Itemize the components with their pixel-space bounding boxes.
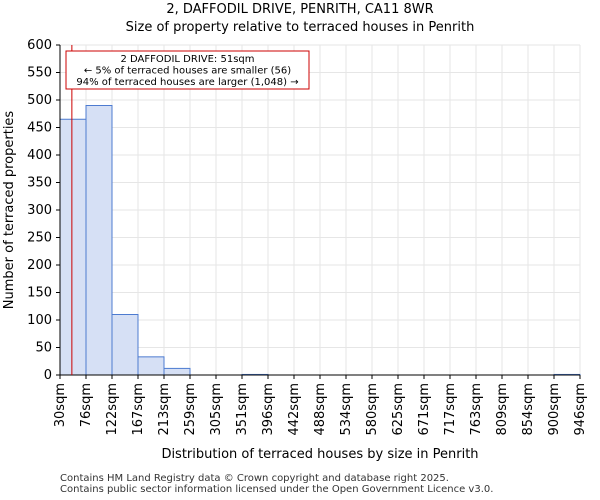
histogram-chart: 0 50 100 150 200 250 300 350 400 450 500 550 600 30sq… — [2, 38, 588, 462]
x-tick-label: 900sqm — [547, 383, 562, 436]
x-tick-label: 488sqm — [313, 383, 328, 436]
x-tick-label: 580sqm — [365, 383, 380, 436]
annotation-box — [65, 50, 310, 90]
x-tick-label: 625sqm — [391, 383, 406, 436]
x-tick-label: 809sqm — [495, 383, 510, 436]
x-tick-label: 213sqm — [157, 383, 172, 436]
y-tick-label: 250 — [27, 231, 52, 246]
y-tick-label: 350 — [27, 176, 52, 191]
y-tick-label: 400 — [27, 148, 52, 163]
chart-title: Size of property relative to terraced ho… — [125, 20, 475, 35]
y-tick-label: 100 — [27, 313, 52, 328]
y-tick-label: 450 — [27, 121, 52, 136]
x-tick-label: 351sqm — [235, 383, 250, 436]
y-tick-label: 550 — [27, 66, 52, 81]
x-tick-label: 717sqm — [443, 383, 458, 436]
x-tick-label: 167sqm — [131, 383, 146, 436]
x-tick-label: 534sqm — [339, 383, 354, 436]
x-tick-label: 76sqm — [79, 383, 94, 427]
histogram-bar — [85, 105, 113, 376]
chart-title-address: 2, DAFFODIL DRIVE, PENRITH, CA11 8WR — [166, 2, 434, 17]
footer-licence: Contains public sector information licen… — [60, 484, 494, 495]
x-tick-label: 122sqm — [105, 383, 120, 436]
x-tick-label: 259sqm — [183, 383, 198, 436]
x-tick-label: 671sqm — [417, 383, 432, 436]
footer-copyright: Contains HM Land Registry data © Crown c… — [60, 473, 449, 484]
histogram-bar — [163, 367, 191, 376]
y-tick-label: 200 — [27, 258, 52, 273]
x-tick-label: 946sqm — [573, 383, 588, 436]
histogram-bar — [137, 356, 165, 376]
x-tick-label: 854sqm — [521, 383, 536, 436]
y-tick-label: 500 — [27, 93, 52, 108]
y-tick-label: 300 — [27, 203, 52, 218]
y-tick-label: 600 — [27, 38, 52, 53]
y-tick-label: 150 — [27, 286, 52, 301]
x-tick-label: 763sqm — [469, 383, 484, 436]
x-tick-label: 305sqm — [209, 383, 224, 436]
x-tick-label: 396sqm — [261, 383, 276, 436]
annotation-line: 94% of terraced houses are larger (1,048… — [76, 77, 298, 88]
annotation-line: 2 DAFFODIL DRIVE: 51sqm — [120, 54, 254, 65]
y-tick-label: 0 — [44, 368, 52, 383]
histogram-bar — [111, 314, 139, 376]
x-tick-label: 30sqm — [53, 383, 68, 427]
x-axis-title: Distribution of terraced houses by size … — [161, 447, 478, 462]
annotation-line: ← 5% of terraced houses are smaller (56) — [84, 66, 291, 77]
histogram-bar — [59, 118, 87, 376]
y-axis-title: Number of terraced properties — [2, 111, 17, 310]
y-tick-label: 50 — [35, 341, 52, 356]
x-tick-label: 442sqm — [287, 383, 302, 436]
